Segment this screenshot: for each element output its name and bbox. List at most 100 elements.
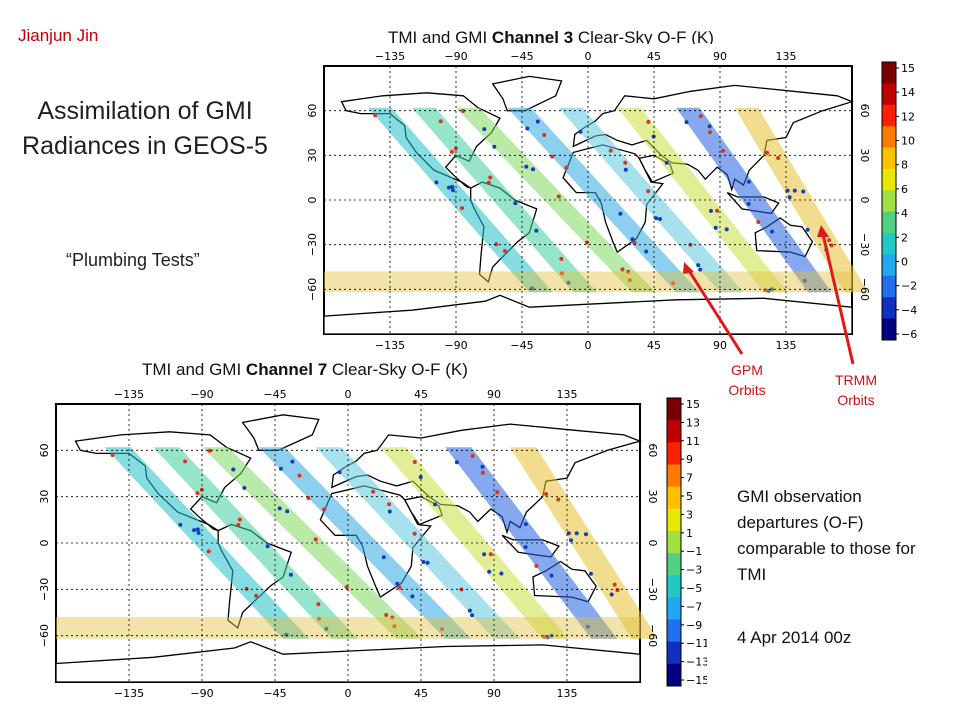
cbar1-color-step <box>882 190 896 213</box>
gpm-orbits-label: GPM Orbits <box>728 362 766 398</box>
map1-obs-point <box>658 217 662 221</box>
map1-obs-point <box>559 271 564 276</box>
map1-lat-tick-left: 0 <box>306 197 319 204</box>
map1-obs-point <box>524 164 529 169</box>
map1-lon-tick-top: 135 <box>776 50 797 63</box>
cbar2-tick-label: 9 <box>686 453 693 466</box>
map1-obs-point <box>720 148 725 153</box>
cbar2-color-step <box>667 486 681 510</box>
trmm-orbits-label: TRMM Orbits <box>835 372 877 408</box>
map2-obs-point <box>584 532 588 537</box>
cbar1-color-step <box>882 62 896 84</box>
map1-graticule <box>324 66 852 334</box>
map1-obs-point <box>664 160 669 165</box>
cbar1-color-step <box>882 254 896 277</box>
cbar2-tick-label: −1 <box>686 545 702 558</box>
map2-obs-point <box>344 585 349 590</box>
slide-title: Assimilation of GMI Radiances in GEOS-5 <box>22 97 268 160</box>
map2-obs-point <box>534 563 539 568</box>
date-stamp: 4 Apr 2014 00z <box>737 628 852 647</box>
map2-lat-tick-left: 30 <box>38 490 51 504</box>
cbar2-color-step <box>667 663 681 687</box>
map1-obs-point <box>644 249 649 254</box>
map1-obs-point <box>451 188 455 193</box>
cbar1-tick-label: −6 <box>901 328 917 341</box>
map1-lon-tick-bottom: −45 <box>510 339 533 352</box>
cbar1-tick-label: 4 <box>901 207 908 220</box>
map1-lon-tick-bottom: −90 <box>444 339 467 352</box>
cbar2-color-step <box>667 464 681 488</box>
map1-lon-tick-bottom: −135 <box>375 339 405 352</box>
map2-obs-point <box>495 490 500 495</box>
map2-world-map: −135 −135 −90 −90 −45 −45 0 0 45 45 90 90 135 135 60 60… <box>38 388 659 700</box>
map2-obs-point <box>231 467 236 472</box>
map2-obs-point <box>482 552 487 557</box>
cbar1-tick-label: −4 <box>901 304 917 317</box>
map1-obs-point <box>827 238 832 243</box>
observation-note: GMI observation departures (O-F) compara… <box>737 487 916 584</box>
map2-obs-point <box>480 464 485 469</box>
map2-obs-point <box>467 608 472 613</box>
map1-obs-point <box>684 120 689 125</box>
cbar2-tick-label: 1 <box>686 527 693 540</box>
map2-title-channel: Channel 7 <box>245 360 328 379</box>
map1-obs-point <box>709 208 713 213</box>
map2-title-prefix: TMI and GMI <box>142 360 246 379</box>
map2-lon-tick-top: 90 <box>487 388 501 401</box>
cbar2-tick-label: −13 <box>686 656 707 669</box>
map1-lat-tick-right: −30 <box>858 233 871 256</box>
map1-obs-point <box>438 119 443 124</box>
cbar2-color-step <box>667 530 681 554</box>
cbar1-color-step <box>882 147 896 170</box>
map1-lat-tick-right: 60 <box>858 104 871 118</box>
map2-obs-point <box>523 545 528 550</box>
map2-obs-point <box>480 470 485 475</box>
map2-obs-point <box>244 586 249 591</box>
map2-obs-point <box>542 634 547 639</box>
map2-title: TMI and GMI Channel 7 Clear-Sky O-F (K) <box>142 360 468 380</box>
map1-obs-point <box>802 278 807 283</box>
map1-obs-point <box>654 216 659 221</box>
map2-lat-tick-right: −30 <box>646 578 659 601</box>
map2-obs-point <box>499 571 504 576</box>
map2-obs-point <box>390 615 395 620</box>
cbar2-color-step <box>667 398 681 421</box>
map1-obs-point <box>373 113 378 118</box>
map1-swath-6 <box>617 107 788 293</box>
map2-obs-point <box>317 616 322 621</box>
map1-obs-point <box>559 256 564 261</box>
map1-obs-point <box>542 133 547 137</box>
map2-obs-point <box>242 485 247 490</box>
map2-obs-point <box>183 459 188 464</box>
map2-obs-point <box>237 517 242 522</box>
map2-obs-point <box>440 627 445 632</box>
cbar1-color-step <box>882 297 896 320</box>
cbar1-tick-label: 8 <box>901 159 908 172</box>
cbar2-color-step <box>667 619 681 643</box>
map1-obs-point <box>785 188 790 193</box>
cbar2-color-step <box>667 508 681 532</box>
map1-lon-tick-top: 0 <box>585 50 592 63</box>
map2-lon-tick-bottom: 45 <box>414 687 428 700</box>
cbar1-color-step <box>882 126 896 149</box>
map2-lon-tick-bottom: 0 <box>345 687 352 700</box>
map1-lon-tick-top: 90 <box>713 50 727 63</box>
map2-obs-point <box>316 602 321 607</box>
cbar2-color-step <box>667 575 681 598</box>
map1-obs-point <box>525 126 530 131</box>
cbar2-tick-label: −11 <box>686 637 707 650</box>
map2-lon-tick-bottom: −45 <box>263 687 286 700</box>
map1-lon-tick-bottom: 0 <box>585 339 592 352</box>
map2-obs-point <box>288 572 293 577</box>
cbar1-tick-label: 15 <box>901 62 915 75</box>
map2-obs-point <box>337 470 342 475</box>
cbar1-color-step <box>882 233 896 255</box>
map2-lat-tick-left: −30 <box>38 578 51 601</box>
map2-obs-point <box>612 582 617 587</box>
map2-southern-ocean-band <box>56 617 640 639</box>
map1-lat-tick-left: 60 <box>306 104 319 118</box>
map1-obs-point <box>630 237 635 242</box>
map2-obs-point <box>523 522 528 527</box>
map2-obs-point <box>544 492 549 496</box>
map1-lat-tick-left: −30 <box>306 233 319 256</box>
